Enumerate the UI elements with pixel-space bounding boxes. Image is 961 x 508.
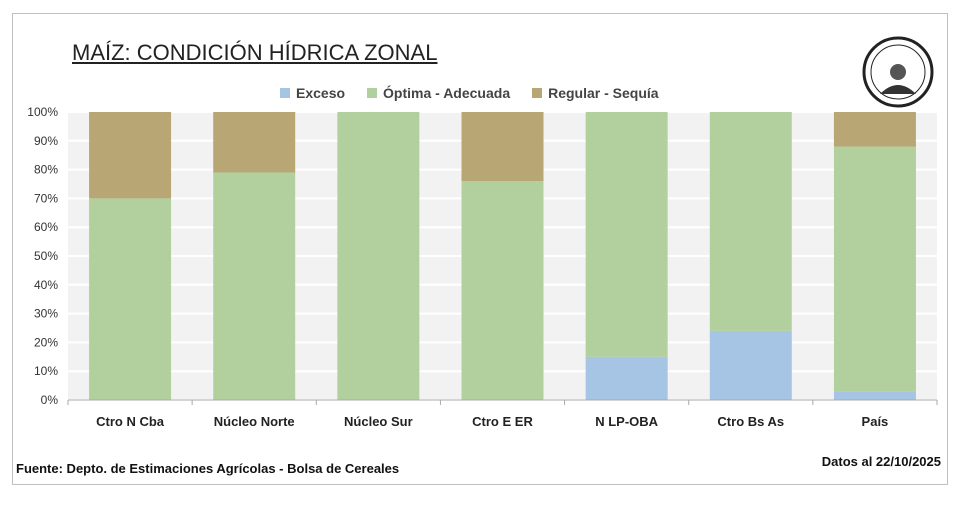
y-tick-label: 40%: [34, 278, 58, 292]
bar-segment: [213, 172, 296, 400]
bar-segment: [709, 112, 792, 331]
y-tick-label: 50%: [34, 249, 58, 263]
x-tick-label: N LP-OBA: [595, 414, 658, 429]
bolsa-de-cereales-logo: [862, 36, 934, 108]
source-note: Fuente: Depto. de Estimaciones Agrícolas…: [16, 461, 400, 476]
bar-segment: [833, 112, 916, 147]
bar-segment: [585, 356, 668, 400]
y-tick-label: 0%: [41, 393, 59, 407]
bar-segment: [337, 112, 420, 400]
legend-label: Regular - Sequía: [548, 85, 659, 101]
y-tick-label: 80%: [34, 163, 58, 177]
x-tick-label: Ctro N Cba: [96, 414, 165, 429]
bar-segment: [461, 181, 544, 400]
x-tick-label: País: [862, 414, 889, 429]
bar-segment: [833, 391, 916, 400]
date-note: Datos al 22/10/2025: [821, 454, 941, 469]
legend-swatch: [367, 88, 378, 98]
bar-segment: [89, 198, 172, 400]
legend-label: Óptima - Adecuada: [383, 85, 511, 101]
legend-swatch: [280, 88, 290, 98]
x-tick-label: Núcleo Norte: [214, 414, 295, 429]
x-tick-label: Núcleo Sur: [344, 414, 413, 429]
legend-item-exceso: Exceso: [280, 85, 345, 101]
bar-segment: [89, 112, 172, 199]
y-tick-label: 10%: [34, 364, 58, 378]
legend-label: Exceso: [296, 85, 346, 101]
y-tick-label: 20%: [34, 335, 58, 349]
chart-frame: [12, 13, 948, 485]
legend-item-regular: Regular - Sequía: [532, 85, 659, 101]
bar-segment: [213, 112, 296, 173]
x-tick-label: Ctro E ER: [472, 414, 533, 429]
legend-swatch: [532, 88, 543, 98]
legend-item-optima: Óptima - Adecuada: [367, 85, 510, 101]
bar-segment: [833, 146, 916, 392]
bar-segment: [461, 112, 544, 182]
y-tick-label: 60%: [34, 220, 58, 234]
legend: Exceso Óptima - Adecuada Regular - Sequí…: [280, 85, 659, 101]
y-tick-label: 90%: [34, 134, 58, 148]
bar-segment: [709, 330, 792, 400]
y-tick-label: 100%: [27, 105, 58, 119]
x-tick-label: Ctro Bs As: [717, 414, 784, 429]
bar-segment: [585, 112, 668, 357]
y-tick-label: 30%: [34, 307, 58, 321]
chart-title: MAÍZ: CONDICIÓN HÍDRICA ZONAL: [72, 40, 438, 65]
y-tick-label: 70%: [34, 191, 58, 205]
